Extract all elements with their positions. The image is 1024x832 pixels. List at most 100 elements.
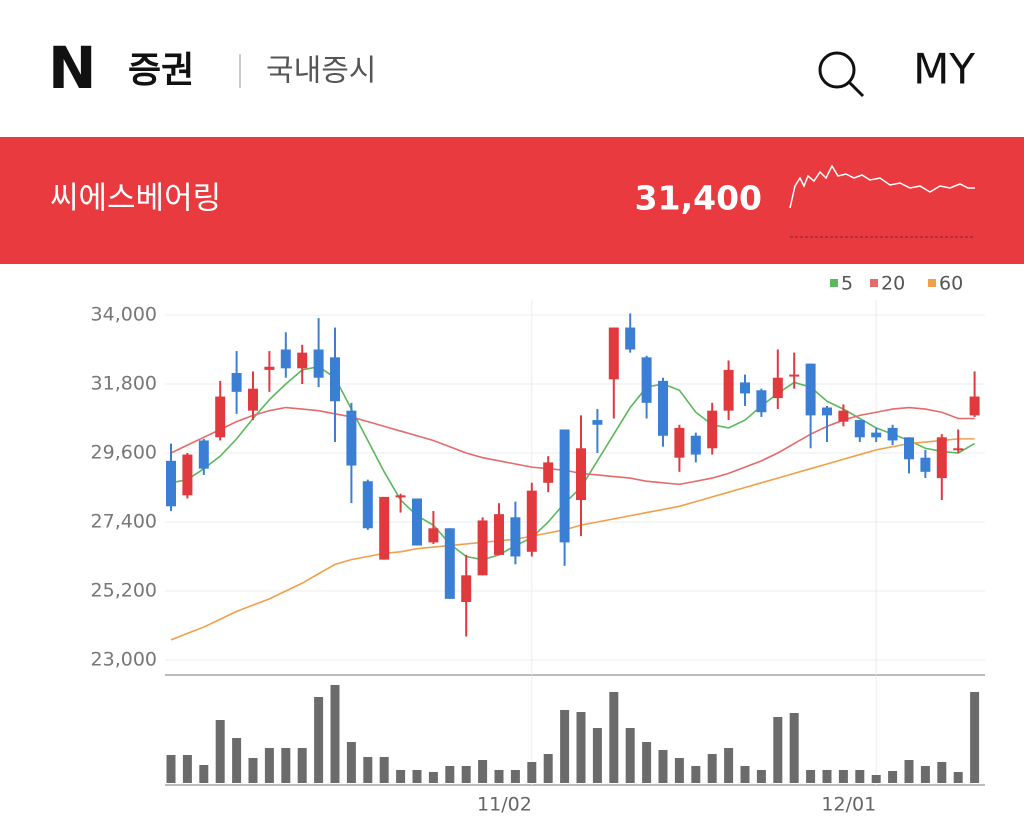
candle-body: [707, 410, 718, 449]
candle-body: [346, 410, 357, 466]
legend-swatch: [928, 279, 936, 287]
volume-bar: [199, 765, 209, 783]
candle-body: [871, 432, 882, 438]
volume-bar: [740, 766, 750, 783]
candle-body: [215, 396, 226, 438]
candle-body: [510, 517, 521, 557]
volume-bar: [756, 770, 766, 783]
candle-body: [444, 528, 455, 599]
volume-bar: [445, 766, 455, 783]
volume-bar: [691, 766, 701, 783]
candle-body: [461, 575, 472, 602]
candle-body: [953, 448, 964, 451]
volume-bar: [412, 770, 422, 783]
candle-body: [297, 352, 308, 369]
y-tick-label: 34,000: [91, 304, 157, 326]
candle-body: [330, 357, 340, 402]
volume-bar: [461, 766, 471, 783]
volume-bar: [855, 770, 865, 783]
volume-bar: [904, 760, 914, 783]
candle-body: [625, 327, 636, 350]
volume-bar: [166, 755, 176, 783]
candle-body: [231, 373, 242, 392]
volume-bar: [822, 770, 832, 783]
section[interactable]: 국내증시: [266, 54, 376, 89]
volume-bar: [379, 757, 389, 783]
volume-bar: [707, 754, 717, 783]
candle-body: [264, 366, 275, 370]
logo[interactable]: N: [48, 34, 97, 102]
volume-bar: [527, 762, 537, 783]
volume-bar: [330, 685, 340, 783]
candle-body: [690, 435, 701, 455]
candle-body: [723, 369, 734, 411]
candle-body: [248, 388, 258, 411]
volume-bar: [888, 771, 898, 783]
moving-average-line: [170, 365, 975, 561]
candle-body: [641, 357, 652, 403]
candle-body: [740, 382, 750, 394]
y-tick-label: 23,000: [91, 649, 157, 671]
search-handle: [847, 80, 865, 98]
volume-bar: [297, 748, 307, 783]
y-tick-label: 27,400: [91, 511, 157, 533]
volume-bar: [248, 758, 258, 783]
y-tick-label: 29,600: [91, 442, 157, 464]
candle-body: [822, 407, 832, 416]
volume-bar: [642, 742, 652, 783]
stock-banner: [0, 137, 1024, 264]
volume-bar: [674, 758, 684, 783]
candle-body: [543, 462, 554, 483]
candle-body: [559, 429, 570, 543]
candle-body: [674, 427, 685, 458]
search-lens: [818, 51, 856, 89]
volume-bar: [182, 755, 192, 783]
volume-bar: [658, 750, 668, 783]
stock-name: 씨에스베어링: [50, 181, 221, 217]
volume-bar: [576, 712, 586, 783]
legend-label: 5: [841, 273, 853, 295]
candle-body: [608, 327, 619, 380]
candle-body: [576, 448, 586, 501]
candle-body: [412, 498, 422, 546]
candle-body: [395, 495, 406, 498]
volume-bar: [609, 692, 619, 783]
candle-body: [904, 437, 914, 460]
volume-bar: [920, 766, 930, 783]
candle-body: [936, 437, 947, 479]
stock-price: 31,400: [635, 179, 762, 218]
candle-body: [772, 377, 783, 399]
volume-bar: [396, 770, 406, 783]
x-tick-label: 11/02: [477, 794, 532, 816]
legend-swatch: [870, 279, 878, 287]
volume-bar: [215, 720, 225, 783]
candle-body: [428, 528, 439, 543]
volume-bar: [232, 738, 242, 783]
candle-body: [969, 396, 980, 416]
candle-body: [789, 374, 800, 377]
legend-swatch: [830, 279, 838, 287]
candle-body: [592, 420, 603, 425]
volume-bar: [970, 692, 980, 783]
y-tick-label: 25,200: [91, 580, 157, 602]
candle-body: [920, 457, 931, 472]
candle-body: [854, 420, 865, 438]
volume-bar: [428, 772, 438, 783]
search-icon[interactable]: [818, 51, 865, 98]
candle-body: [362, 481, 373, 529]
volume-bar: [494, 770, 504, 783]
x-tick-label: 12/01: [821, 794, 876, 816]
volume-bar: [724, 748, 734, 783]
candle-body: [526, 490, 537, 552]
candle-body: [494, 514, 504, 555]
my-button[interactable]: MY: [913, 45, 975, 94]
candle-body: [182, 454, 193, 496]
volume-bar: [789, 713, 799, 783]
candle-body: [166, 460, 176, 507]
candle-body: [313, 349, 324, 378]
brand[interactable]: 증권: [128, 50, 194, 91]
moving-average-line: [170, 406, 975, 486]
sparkline: [789, 164, 975, 209]
candle-body: [477, 520, 488, 576]
